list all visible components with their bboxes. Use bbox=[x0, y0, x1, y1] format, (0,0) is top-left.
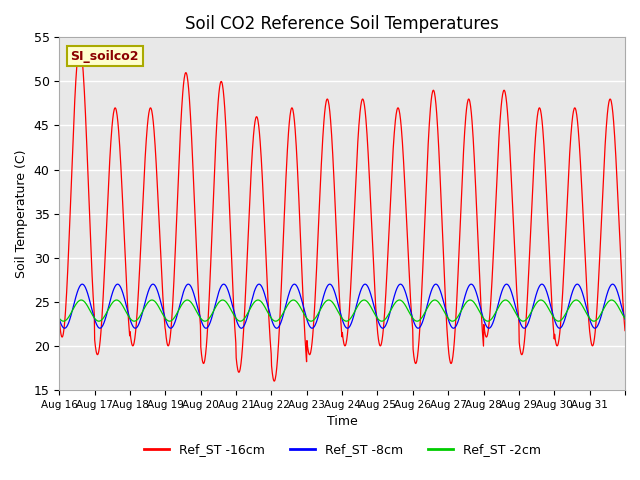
Legend: Ref_ST -16cm, Ref_ST -8cm, Ref_ST -2cm: Ref_ST -16cm, Ref_ST -8cm, Ref_ST -2cm bbox=[139, 438, 546, 461]
X-axis label: Time: Time bbox=[327, 415, 358, 428]
Text: SI_soilco2: SI_soilco2 bbox=[70, 49, 139, 63]
Title: Soil CO2 Reference Soil Temperatures: Soil CO2 Reference Soil Temperatures bbox=[185, 15, 499, 33]
Y-axis label: Soil Temperature (C): Soil Temperature (C) bbox=[15, 149, 28, 278]
